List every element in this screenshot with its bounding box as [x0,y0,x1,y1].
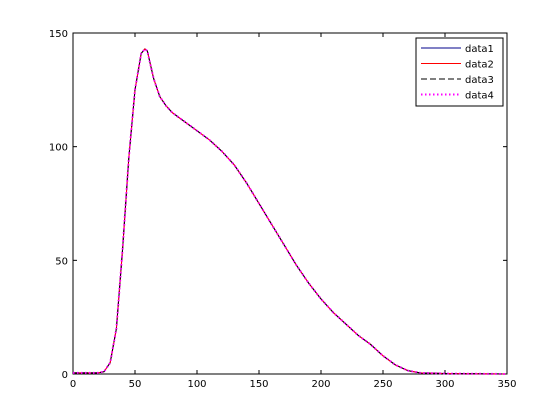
y-tick-label: 0 [62,370,68,381]
x-tick-label: 300 [435,379,454,390]
x-tick-label: 0 [70,379,76,390]
y-tick-label: 50 [55,256,68,267]
y-tick-label: 100 [49,143,68,154]
y-tick-label: 150 [49,29,68,40]
x-tick-label: 50 [129,379,142,390]
x-tick-label: 250 [373,379,392,390]
legend-label: data1 [465,44,494,55]
series-line [73,48,508,375]
legend-label: data2 [465,60,494,71]
x-tick-label: 150 [249,379,268,390]
x-tick-label: 200 [311,379,330,390]
legend-label: data3 [465,75,494,86]
x-tick-label: 350 [497,379,516,390]
series-line [73,47,508,375]
x-tick-label: 100 [187,379,206,390]
legend-label: data4 [465,91,494,102]
